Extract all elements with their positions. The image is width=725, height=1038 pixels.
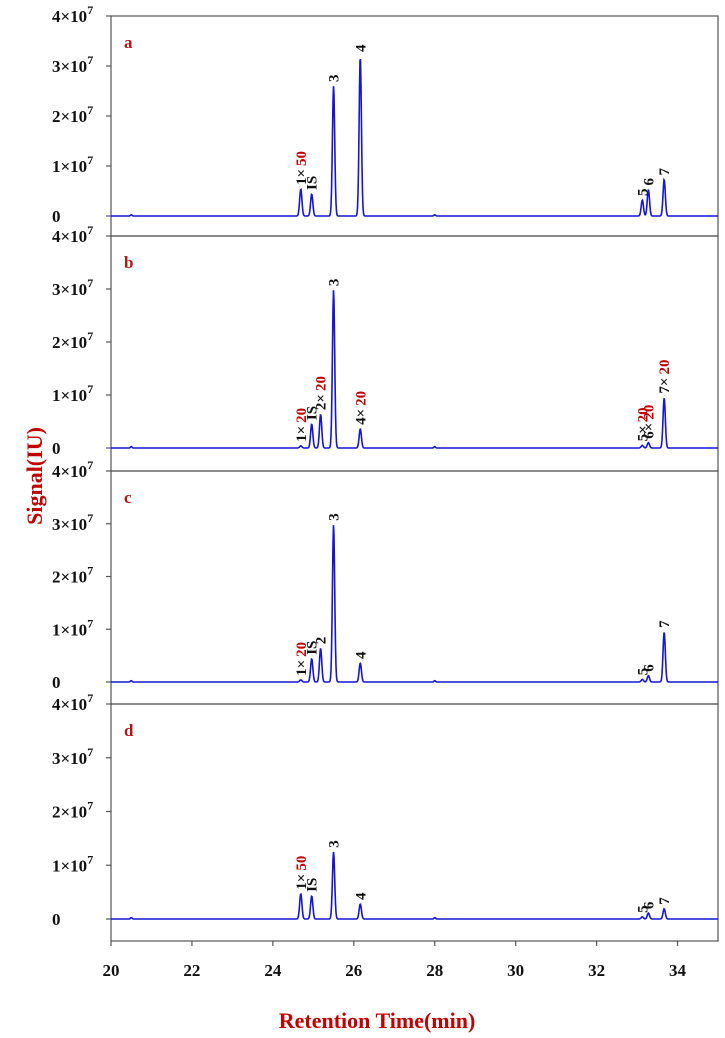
peak-label: 3 xyxy=(327,75,343,83)
x-tick-label: 20 xyxy=(103,961,120,980)
y-tick-label: 3×107 xyxy=(52,53,93,76)
peak-label: IS xyxy=(305,641,321,655)
trace-line xyxy=(111,290,718,449)
peak-label: 2×20 xyxy=(314,376,330,410)
peak-label: IS xyxy=(305,176,321,190)
peak-label: 4×20 xyxy=(353,391,369,425)
peak-label: 5 xyxy=(635,668,651,676)
trace-line xyxy=(111,851,718,920)
y-tick-label: 0 xyxy=(52,910,61,929)
peak-label: 4 xyxy=(353,44,369,52)
peak-label: 1×50 xyxy=(294,856,310,890)
x-tick-label: 30 xyxy=(507,961,524,980)
x-tick-label: 22 xyxy=(183,961,200,980)
y-tick-label: 0 xyxy=(52,673,61,692)
y-tick-label: 3×107 xyxy=(52,511,93,534)
x-tick-label: 24 xyxy=(264,961,282,980)
x-tick-label: 28 xyxy=(426,961,443,980)
y-tick-label: 2×107 xyxy=(52,103,93,126)
y-tick-label: 1×107 xyxy=(52,852,93,875)
peak-label: 2 xyxy=(314,637,330,645)
peak-label: 7×20 xyxy=(657,360,673,394)
y-tick-label: 2×107 xyxy=(52,329,93,352)
peak-label: IS xyxy=(305,878,321,892)
y-tick-label: 4×107 xyxy=(52,223,93,246)
peak-label: 4 xyxy=(353,651,369,659)
y-tick-label: 2×107 xyxy=(52,564,93,587)
y-tick-label: 4×107 xyxy=(52,691,93,714)
peak-label: 4 xyxy=(353,892,369,900)
y-tick-label: 2×107 xyxy=(52,799,93,822)
y-tick-label: 1×107 xyxy=(52,382,93,405)
panel-frame xyxy=(110,470,719,705)
peak-label: 7 xyxy=(657,620,673,628)
y-tick-label: 0 xyxy=(52,207,61,226)
peak-label: 6 xyxy=(641,664,657,672)
panel-letter: a xyxy=(124,33,133,52)
peak-label: 1×50 xyxy=(294,151,310,185)
peak-label: 3 xyxy=(327,513,343,521)
peak-label: 7 xyxy=(657,897,673,905)
y-tick-label: 4×107 xyxy=(52,458,93,481)
peak-label: 3 xyxy=(327,279,343,287)
y-tick-label: 3×107 xyxy=(52,276,93,299)
peak-label: 6 xyxy=(641,178,657,186)
y-tick-label: 4×107 xyxy=(52,3,93,26)
panel-frame xyxy=(110,703,719,942)
x-axis-title: Retention Time(min) xyxy=(279,1008,476,1033)
trace-line xyxy=(111,58,718,217)
peak-label: IS xyxy=(305,406,321,420)
trace-line xyxy=(111,525,718,683)
y-axis-title: Signal(IU) xyxy=(22,427,47,525)
y-tick-label: 0 xyxy=(52,439,61,458)
panels-group: 01×1072×1073×1074×107a1×50IS3456701×1072… xyxy=(52,3,719,942)
x-tick-label: 34 xyxy=(669,961,687,980)
peak-label: 6×20 xyxy=(641,405,657,439)
x-tick-label: 32 xyxy=(588,961,605,980)
peak-label: 6 xyxy=(641,901,657,909)
peak-label: 1×20 xyxy=(294,408,310,442)
panel-letter: c xyxy=(124,488,132,507)
panel-frame xyxy=(110,15,719,237)
peak-label: 7 xyxy=(657,168,673,176)
y-tick-label: 3×107 xyxy=(52,745,93,768)
panel-frame xyxy=(110,235,719,472)
panel-letter: b xyxy=(124,253,133,272)
x-axis: 20 22 24 26 28 30 32 34 xyxy=(103,941,687,980)
panel-letter: d xyxy=(124,721,134,740)
y-tick-label: 1×107 xyxy=(52,616,93,639)
peak-label: 5 xyxy=(635,189,651,197)
peak-label: 5 xyxy=(635,905,651,913)
peak-label: 5×20 xyxy=(635,407,651,441)
peak-label: 1×20 xyxy=(294,642,310,676)
x-tick-label: 26 xyxy=(345,961,362,980)
peak-label: 3 xyxy=(327,840,343,848)
y-tick-label: 1×107 xyxy=(52,153,93,176)
